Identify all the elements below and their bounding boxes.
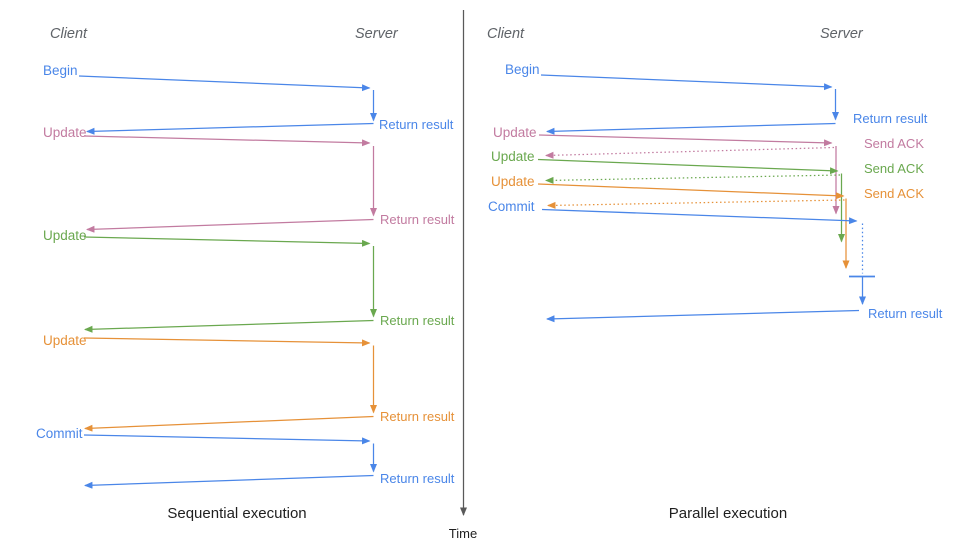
request-arrow [537, 158, 839, 175]
right-panel-title: Parallel execution [669, 505, 787, 522]
request-arrow [541, 208, 858, 225]
response-arrow [86, 218, 374, 233]
message-label: Update [43, 333, 87, 348]
time-axis-label: Time [449, 526, 477, 540]
request-arrow [78, 75, 371, 92]
message-label: Commit [488, 199, 535, 214]
message-label: Begin [43, 63, 78, 78]
right-server-header: Server [820, 26, 864, 42]
response-arrow [86, 122, 374, 135]
ack-arrow [545, 146, 835, 159]
left-server-header: Server [355, 26, 399, 42]
left-message-commit: Commit Return result [36, 426, 455, 489]
time-axis: Time [449, 10, 477, 540]
response-label: Send ACK [864, 161, 924, 176]
request-arrow [540, 74, 833, 91]
right-message-update2: Update Send ACK [491, 149, 924, 243]
left-message-update3: Update Return result [43, 333, 455, 432]
request-arrow [83, 434, 371, 445]
message-label: Commit [36, 426, 83, 441]
request-arrow [538, 134, 833, 147]
left-message-begin: Begin Return result [43, 63, 454, 135]
response-label: Return result [379, 117, 454, 132]
response-arrow [546, 309, 860, 323]
message-label: Update [43, 125, 87, 140]
request-arrow [83, 236, 371, 247]
left-message-update2: Update Return result [43, 228, 455, 333]
response-label: Send ACK [864, 136, 924, 151]
message-label: Begin [505, 62, 540, 77]
message-label: Update [43, 228, 87, 243]
request-arrow [83, 337, 371, 347]
message-label: Update [493, 125, 537, 140]
left-client-header: Client [50, 26, 88, 42]
response-label: Return result [380, 409, 455, 424]
ack-arrow [545, 174, 841, 184]
right-message-commit: Commit Return result [488, 199, 943, 323]
left-panel-title: Sequential execution [167, 505, 306, 522]
response-arrow [84, 319, 374, 333]
right-message-update3: Update Send ACK [491, 174, 924, 269]
ack-arrow [547, 199, 845, 209]
message-label: Update [491, 149, 535, 164]
response-arrow [546, 122, 836, 135]
response-label: Return result [380, 471, 455, 486]
right-message-update1: Update Send ACK [493, 125, 924, 215]
message-label: Update [491, 174, 535, 189]
response-arrow [84, 415, 374, 432]
left-panel: Client Server Begin Return result Update… [36, 26, 455, 522]
response-label: Send ACK [864, 186, 924, 201]
right-client-header: Client [487, 26, 525, 42]
response-arrow [84, 474, 374, 489]
right-panel: Client Server Begin Return result Update… [487, 26, 943, 522]
response-label: Return result [380, 212, 455, 227]
left-message-update1: Update Return result [43, 125, 455, 233]
right-message-begin: Begin Return result [505, 62, 928, 135]
request-arrow [83, 135, 371, 147]
response-label: Return result [853, 111, 928, 126]
response-label: Return result [868, 306, 943, 321]
request-arrow [537, 183, 845, 200]
response-label: Return result [380, 313, 455, 328]
